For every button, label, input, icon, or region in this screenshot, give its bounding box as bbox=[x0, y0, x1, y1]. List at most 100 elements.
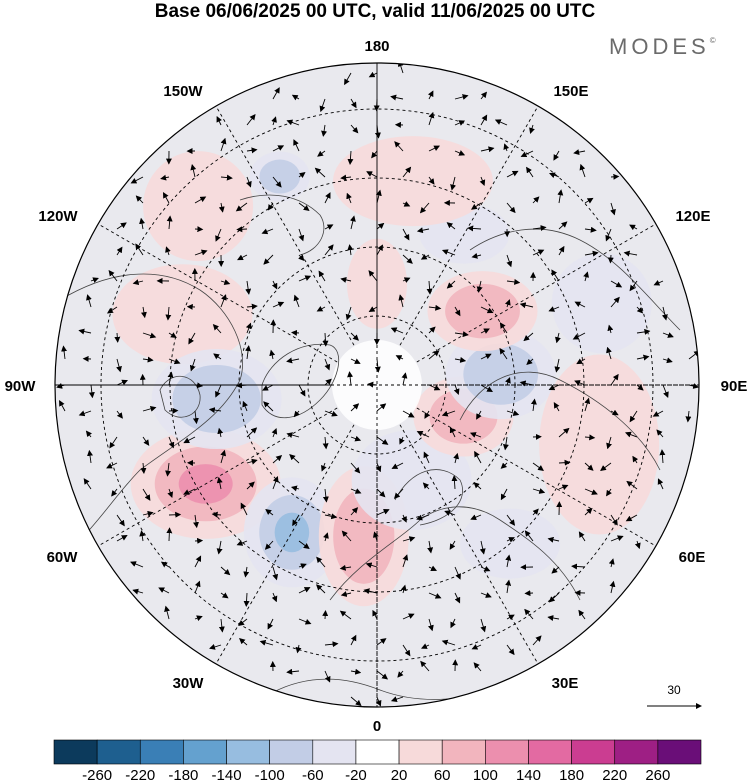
wind-arrow bbox=[116, 410, 123, 419]
wind-arrow bbox=[636, 354, 650, 361]
wind-arrow bbox=[636, 306, 644, 314]
wind-arrow bbox=[367, 381, 378, 388]
wind-arrow bbox=[218, 202, 225, 213]
wind-arrow bbox=[322, 610, 329, 620]
wind-arrow bbox=[506, 278, 521, 285]
lon-label-60e: 60E bbox=[679, 549, 706, 566]
wind-arrow bbox=[211, 511, 222, 518]
wind-arrow bbox=[183, 488, 196, 495]
coastline-scandinavia bbox=[394, 469, 463, 526]
wind-arrow bbox=[402, 228, 410, 241]
wind-arrow bbox=[500, 488, 508, 501]
wind-arrow bbox=[532, 488, 546, 494]
wind-arrow bbox=[347, 371, 354, 386]
wind-arrow bbox=[246, 303, 258, 310]
wind-arrow bbox=[428, 304, 442, 311]
anomaly-region bbox=[463, 343, 539, 405]
colorbar: -260 -220 -180 -140 -100 -60 -20 20 60 100 140 180 2… bbox=[53, 739, 702, 783]
wind-arrow bbox=[142, 356, 154, 363]
wind-arrow bbox=[321, 462, 327, 472]
wind-arrow bbox=[480, 91, 488, 100]
wind-arrow bbox=[324, 513, 338, 520]
wind-arrow bbox=[209, 644, 222, 650]
wind-arrow bbox=[474, 450, 482, 464]
anomaly-region bbox=[274, 512, 310, 553]
wind-arrow bbox=[220, 566, 231, 576]
wind-arrow bbox=[578, 609, 586, 620]
wind-arrow bbox=[194, 615, 203, 622]
modes-logo: MODES© bbox=[609, 34, 716, 60]
wind-arrow bbox=[272, 87, 280, 100]
wind-arrow bbox=[394, 141, 404, 152]
wind-arrow bbox=[289, 454, 300, 464]
wind-arrow bbox=[652, 410, 664, 417]
wind-arrow bbox=[584, 507, 593, 516]
wind-arrow bbox=[662, 332, 674, 338]
wind-arrow bbox=[316, 556, 326, 568]
wind-arrow bbox=[376, 509, 390, 516]
wind-arrow bbox=[111, 488, 118, 497]
wind-arrow bbox=[547, 536, 560, 543]
wind-arrow bbox=[453, 452, 460, 464]
wind-arrow bbox=[441, 249, 456, 256]
wind-arrow bbox=[397, 670, 404, 678]
wind-arrow bbox=[454, 592, 461, 604]
wind-arrow bbox=[350, 435, 362, 442]
wind-arrow bbox=[506, 644, 515, 656]
wind-arrow bbox=[420, 660, 430, 672]
wind-arrow bbox=[427, 618, 434, 632]
wind-arrow bbox=[449, 426, 456, 438]
meridian-line bbox=[215, 105, 355, 346]
wind-arrow bbox=[625, 431, 638, 438]
wind-arrow bbox=[220, 279, 231, 286]
wind-arrow bbox=[454, 94, 469, 100]
wind-arrow bbox=[467, 225, 482, 232]
wind-arrow bbox=[446, 280, 456, 289]
wind-arrow bbox=[449, 540, 456, 550]
meridian-line bbox=[416, 223, 657, 363]
wind-arrow bbox=[116, 514, 125, 527]
wind-arrow bbox=[608, 558, 615, 568]
colorbar-swatch bbox=[398, 739, 443, 765]
wind-arrow bbox=[657, 478, 664, 490]
wind-arrow bbox=[215, 228, 222, 242]
wind-arrow bbox=[324, 641, 339, 648]
wind-arrow bbox=[318, 270, 326, 282]
wind-arrow bbox=[116, 535, 128, 542]
wind-arrow bbox=[322, 488, 329, 503]
wind-arrow bbox=[416, 514, 430, 521]
wind-arrow bbox=[454, 306, 461, 317]
wind-arrow bbox=[217, 427, 224, 438]
wind-arrow bbox=[421, 643, 430, 649]
wind-arrow bbox=[59, 400, 66, 412]
colorbar-swatch bbox=[571, 739, 616, 765]
wind-arrow bbox=[632, 455, 639, 464]
wind-arrow bbox=[607, 254, 614, 264]
wind-arrow bbox=[629, 280, 638, 292]
wind-arrow bbox=[551, 566, 560, 574]
wind-arrow bbox=[375, 462, 382, 473]
wind-arrow bbox=[269, 349, 276, 360]
colorbar-tick-label: -180 bbox=[168, 767, 198, 783]
wind-arrow bbox=[524, 608, 534, 620]
wind-arrow bbox=[402, 277, 411, 283]
wind-arrow bbox=[298, 202, 310, 212]
wind-arrow bbox=[267, 618, 274, 630]
wind-arrow bbox=[262, 384, 274, 391]
longitude-labels: 180 150W 150E 120W 120E 90W 90E 60W 60E … bbox=[5, 38, 748, 735]
colorbar-swatch bbox=[657, 739, 702, 765]
wind-arrow bbox=[610, 535, 624, 542]
wind-arrow bbox=[656, 429, 664, 438]
wind-arrow bbox=[374, 358, 381, 373]
wind-arrow bbox=[264, 540, 274, 550]
colorbar-swatch bbox=[139, 739, 184, 765]
wind-arrow bbox=[625, 514, 638, 522]
wind-arrow bbox=[610, 202, 616, 216]
coastline-east-asia bbox=[469, 228, 681, 331]
colorbar-swatch bbox=[485, 739, 529, 765]
wind-arrow bbox=[659, 449, 666, 464]
wind-arrow bbox=[216, 540, 223, 555]
wind-arrow bbox=[634, 540, 641, 550]
wind-arrow bbox=[571, 563, 586, 570]
